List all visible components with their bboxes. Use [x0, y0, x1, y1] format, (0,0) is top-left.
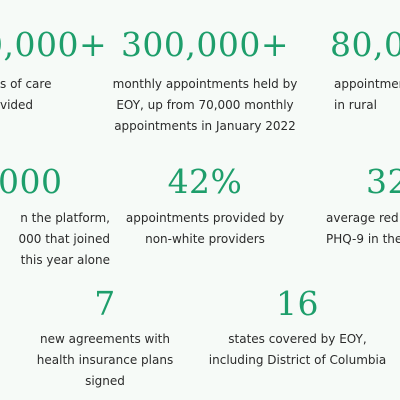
stat-value: 80,00 — [330, 25, 400, 64]
stat-description: monthly appointments held by EOY, up fro… — [112, 77, 298, 133]
stat-description: average red PHQ-9 in the f — [326, 211, 400, 246]
stat-value: 0,000+ — [0, 25, 108, 64]
stat-value: 7 — [94, 284, 116, 323]
stat-value: 16 — [276, 284, 319, 323]
stat-rural-appointments: 80,00 appointments in rural — [330, 28, 400, 116]
stat-value: 300,000+ — [120, 25, 290, 64]
stat-description: new agreements with health insurance pla… — [36, 332, 174, 388]
stat-value: 42% — [167, 162, 243, 201]
stat-value: 32 — [366, 162, 400, 201]
stat-hours-of-care: 0,000+ s of care vided — [0, 25, 108, 116]
stat-description: appointments in rural — [334, 77, 400, 112]
stat-health-insurance-agreements: 7 new agreements with health insurance p… — [25, 287, 185, 392]
stat-states-covered: 16 states covered by EOY, including Dist… — [205, 287, 390, 371]
stat-description: appointments provided by non-white provi… — [125, 211, 285, 246]
stat-providers-on-platform: 000 n the platform, 000 that joined this… — [0, 165, 118, 271]
stat-monthly-appointments: 300,000+ monthly appointments held by EO… — [100, 28, 310, 137]
stat-description: s of care vided — [0, 77, 52, 112]
stat-description: states covered by EOY, including Distric… — [208, 332, 387, 367]
stat-value: 000 — [0, 162, 63, 201]
stat-phq9-reduction: 32 average red PHQ-9 in the f — [316, 165, 400, 250]
stat-non-white-providers: 42% appointments provided by non-white p… — [105, 165, 305, 250]
stat-description: n the platform, 000 that joined this yea… — [18, 211, 110, 267]
